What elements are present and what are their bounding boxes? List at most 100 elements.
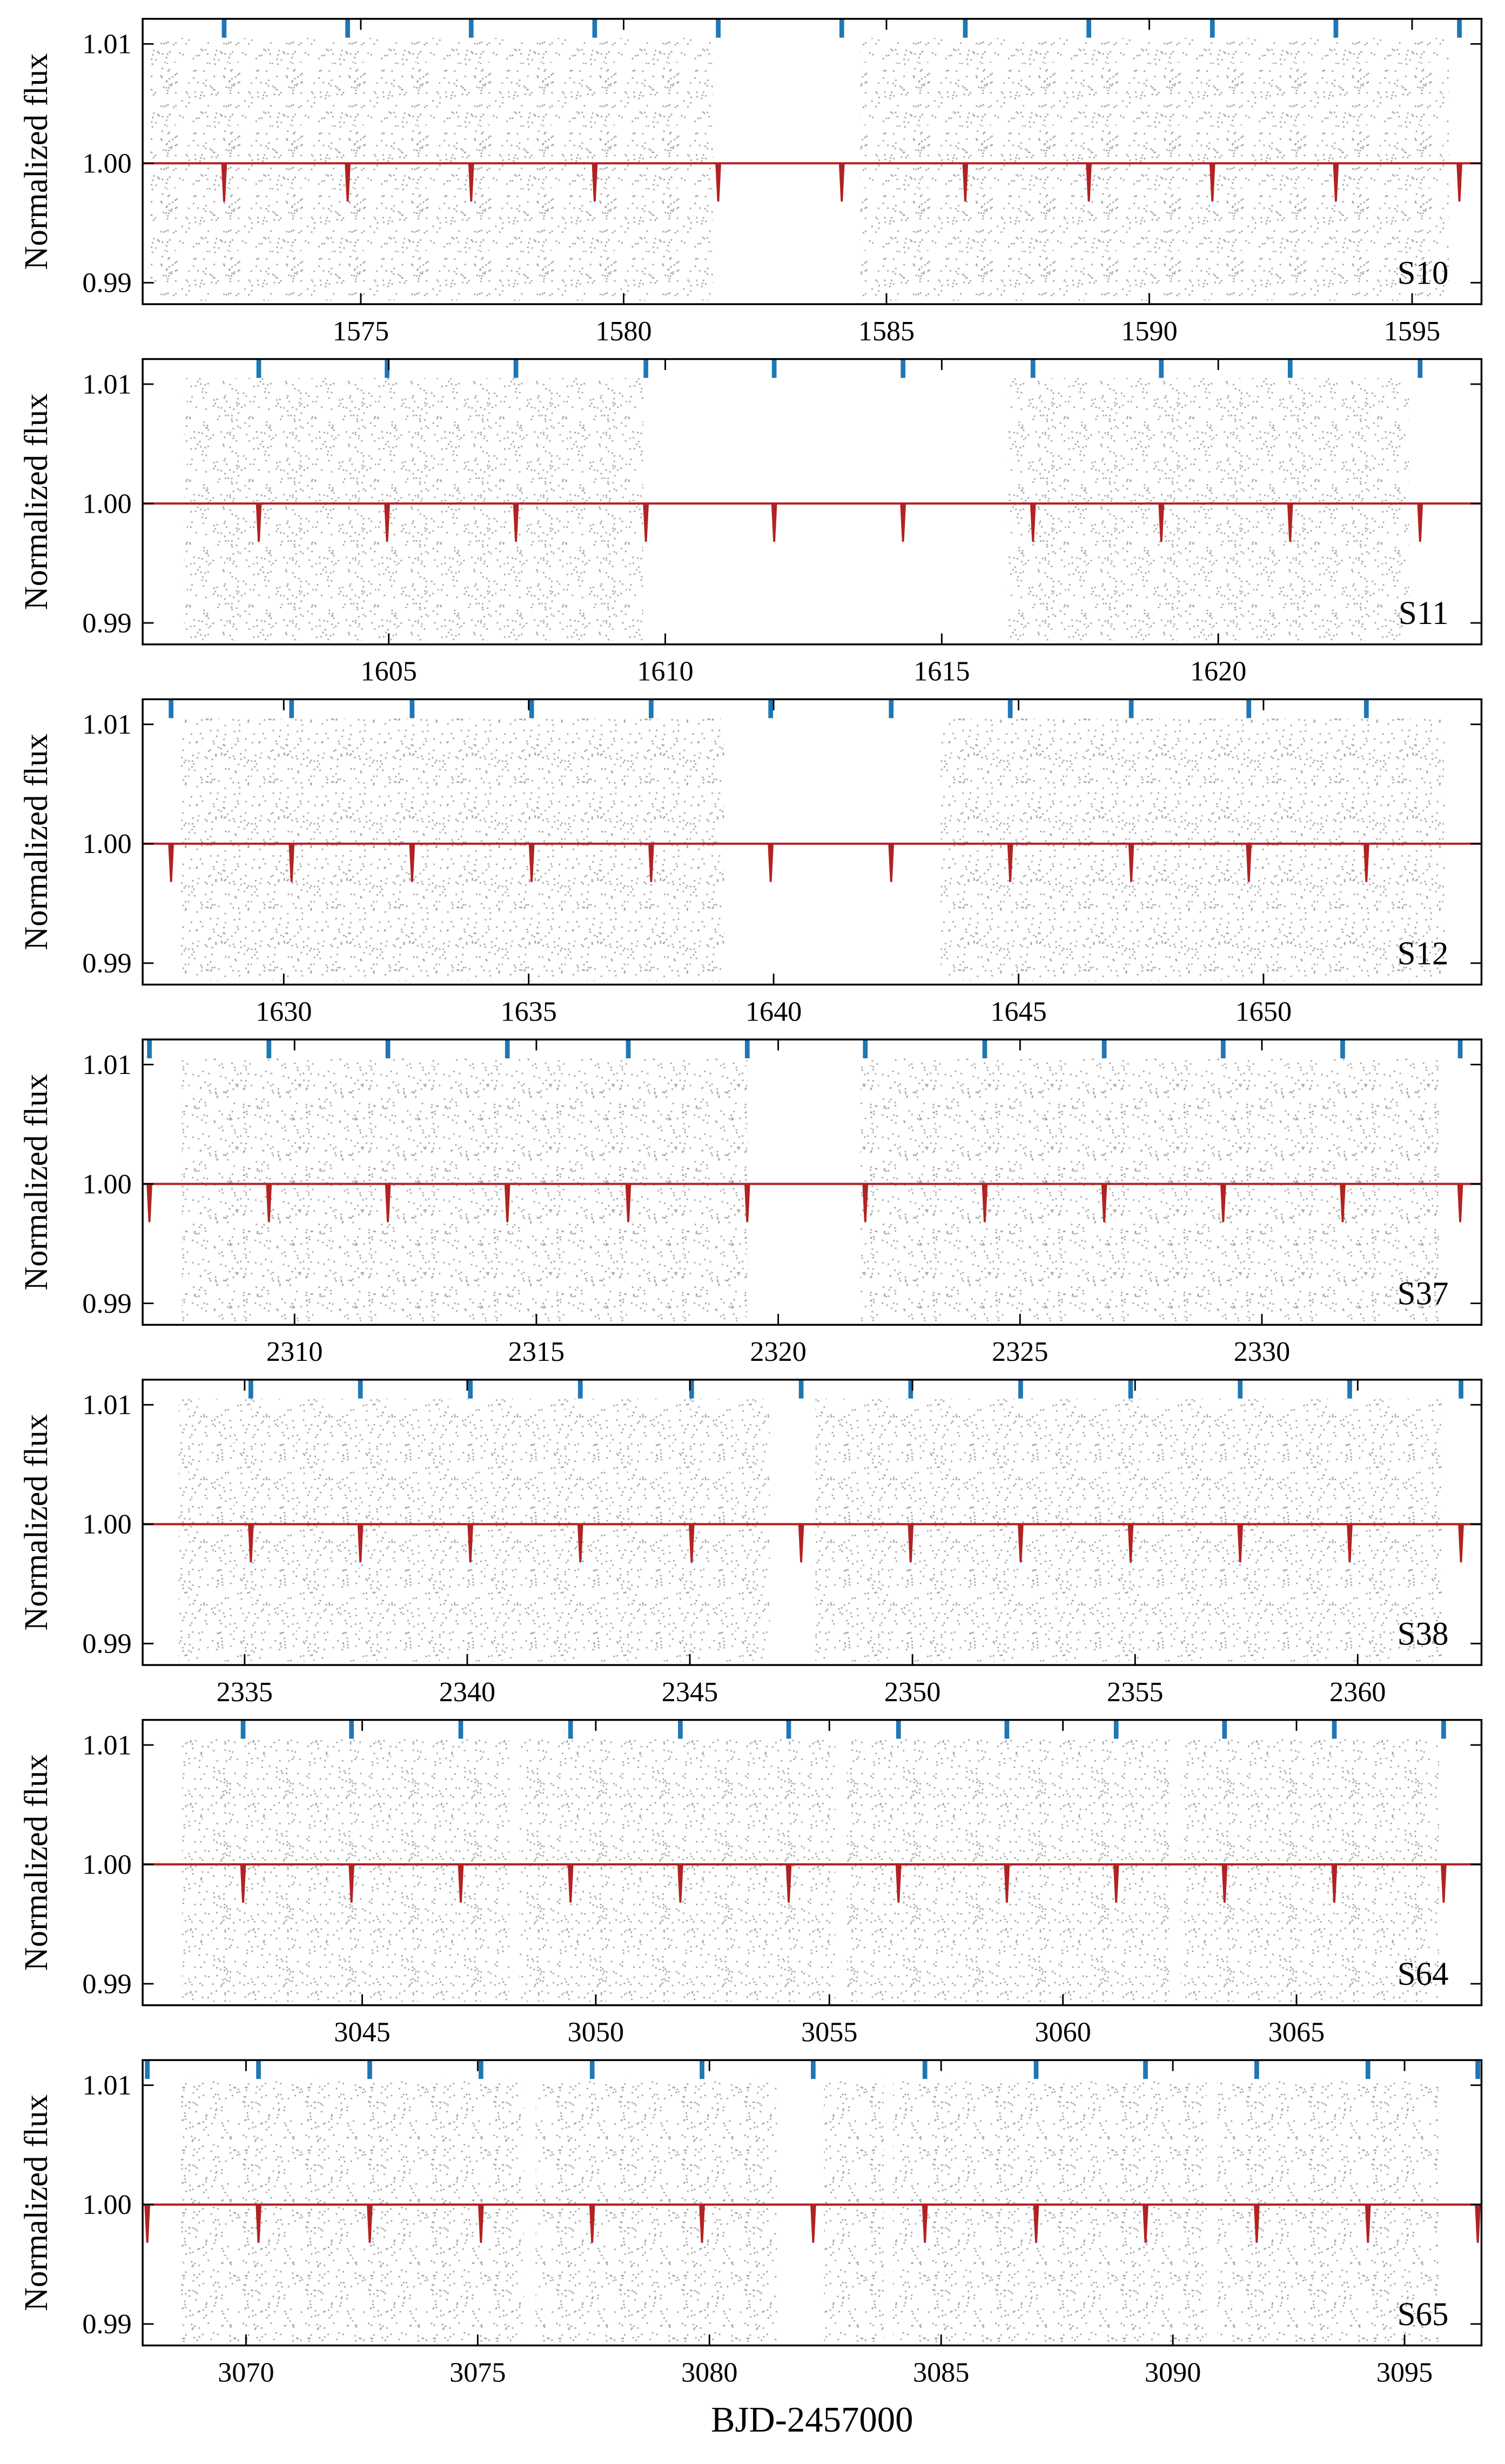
transit-dip xyxy=(1128,843,1134,882)
x-tick-label: 1645 xyxy=(990,996,1046,1027)
transit-dip xyxy=(1127,1524,1134,1563)
sector-label: S12 xyxy=(1397,936,1449,972)
transit-dip xyxy=(467,1524,474,1563)
x-tick-label: 1580 xyxy=(595,315,651,347)
transit-dip xyxy=(699,2204,705,2243)
x-tick-label: 2340 xyxy=(439,1676,495,1708)
transit-dip xyxy=(1033,2204,1039,2243)
transit-dip xyxy=(1004,1864,1010,1903)
transit-dip xyxy=(385,1184,391,1223)
flux-points xyxy=(860,38,1449,301)
y-axis-label: Normalized flux xyxy=(18,1074,55,1291)
x-tick-label: 2315 xyxy=(508,1336,565,1367)
y-tick-label: 1.00 xyxy=(82,2189,131,2220)
y-tick-label: 1.00 xyxy=(82,1169,131,1200)
transit-dip xyxy=(478,2204,484,2243)
x-tick-label: 1620 xyxy=(1190,656,1246,687)
transit-dip xyxy=(1007,843,1013,882)
transit-dip xyxy=(589,2204,595,2243)
axes-frame xyxy=(142,1718,1483,2006)
transit-dip xyxy=(146,1184,152,1223)
sector-label: S38 xyxy=(1397,1616,1449,1652)
transit-dip xyxy=(677,1864,683,1903)
transit-dip xyxy=(962,163,969,202)
transit-dip xyxy=(1365,2204,1371,2243)
flux-points xyxy=(892,2079,1207,2342)
x-tick-label: 3065 xyxy=(1268,2017,1325,2048)
transit-dip xyxy=(688,1524,695,1563)
y-tick-label: 1.00 xyxy=(82,1849,131,1880)
transit-dip xyxy=(810,2204,816,2243)
x-tick-label: 3095 xyxy=(1376,2356,1433,2388)
x-tick-label: 2355 xyxy=(1107,1676,1163,1708)
flux-points xyxy=(860,1058,1439,1321)
transit-dip xyxy=(1363,843,1369,882)
transit-dip xyxy=(982,1184,988,1223)
flux-points xyxy=(180,718,725,981)
transit-dip xyxy=(168,843,174,882)
transit-dip xyxy=(1030,503,1036,542)
transit-dip xyxy=(908,1524,914,1563)
flux-points xyxy=(1008,378,1409,641)
x-tick-label: 1605 xyxy=(360,656,416,687)
transit-dip xyxy=(144,2204,151,2243)
transit-dip xyxy=(1237,1524,1244,1563)
flux-points xyxy=(182,1058,748,1321)
transit-dip xyxy=(348,1864,354,1903)
x-tick-label: 3085 xyxy=(913,2356,969,2388)
x-tick-label: 1610 xyxy=(637,656,693,687)
transit-dip xyxy=(900,503,906,542)
transit-dip xyxy=(1209,163,1215,202)
x-tick-label: 3050 xyxy=(568,2017,624,2048)
x-tick-label: 3070 xyxy=(218,2356,274,2388)
x-tick-label: 1590 xyxy=(1121,315,1177,347)
y-tick-label: 0.99 xyxy=(82,607,131,639)
x-tick-label: 1630 xyxy=(256,996,312,1027)
flux-points xyxy=(150,38,713,301)
transit-dip xyxy=(1143,2204,1148,2243)
y-axis-label: Normalized flux xyxy=(18,393,55,610)
x-tick-label: 2310 xyxy=(266,1336,322,1367)
x-tick-label: 1585 xyxy=(858,315,915,347)
x-tick-label: 1640 xyxy=(745,996,802,1027)
transit-dip xyxy=(1340,1184,1346,1223)
y-tick-label: 0.99 xyxy=(82,1628,131,1660)
transit-dip xyxy=(1441,1864,1447,1903)
transit-dip xyxy=(1101,1184,1107,1223)
transit-dip xyxy=(888,843,895,882)
transit-dip xyxy=(345,163,351,202)
axes-frame xyxy=(142,1379,1483,1666)
transit-dip xyxy=(256,503,262,542)
x-tick-label: 3075 xyxy=(449,2356,506,2388)
x-tick-label: 2350 xyxy=(884,1676,940,1708)
y-tick-label: 1.01 xyxy=(82,1389,131,1421)
transit-dip xyxy=(744,1184,750,1223)
transit-dip xyxy=(643,503,649,542)
transit-dip xyxy=(221,163,227,202)
transit-dip xyxy=(458,1864,464,1903)
x-tick-label: 2320 xyxy=(750,1336,806,1367)
transit-dip xyxy=(248,1524,254,1563)
transit-dip xyxy=(862,1184,869,1223)
y-tick-label: 1.01 xyxy=(82,709,131,740)
transit-dip xyxy=(1246,843,1252,882)
y-tick-label: 0.99 xyxy=(82,267,131,299)
transit-dip xyxy=(895,1864,902,1903)
y-tick-label: 0.99 xyxy=(82,948,131,979)
transit-dip xyxy=(922,2204,928,2243)
transit-dip xyxy=(468,163,474,202)
axes-frame xyxy=(142,2059,1483,2347)
sector-label: S11 xyxy=(1399,595,1449,632)
transit-dip xyxy=(577,1524,583,1563)
transit-dip xyxy=(1086,163,1092,202)
flux-points xyxy=(181,2079,525,2342)
transit-dip xyxy=(1417,503,1423,542)
x-tick-label: 1595 xyxy=(1384,315,1440,347)
transit-dip xyxy=(1456,163,1462,202)
flux-points xyxy=(182,1738,509,2002)
transit-dip xyxy=(1347,1524,1353,1563)
y-tick-label: 1.01 xyxy=(82,1049,131,1080)
y-tick-label: 1.01 xyxy=(82,1729,131,1761)
